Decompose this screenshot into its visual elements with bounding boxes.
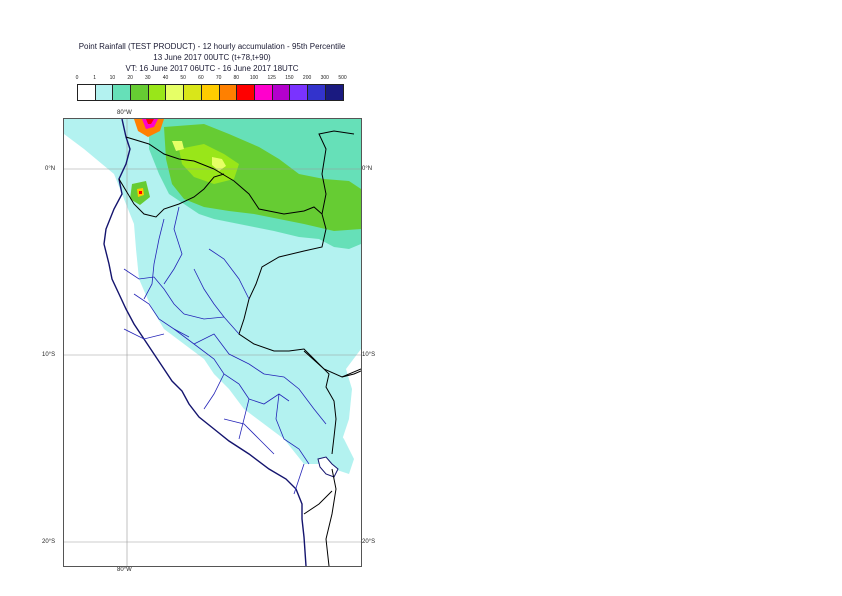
- region-boundary: [193, 268, 225, 318]
- legend-swatch: [325, 85, 344, 100]
- validity-time: VT: 16 June 2017 06UTC - 16 June 2017 18…: [125, 64, 299, 73]
- legend-swatch: [113, 85, 132, 100]
- lat-label-0-left: 0°N: [45, 166, 56, 172]
- legend-swatch: [254, 85, 273, 100]
- rain-1-10-band-south: [294, 384, 354, 474]
- lat-label-10-right: 10°S: [362, 352, 376, 358]
- rain-cell-north-center: [146, 119, 154, 124]
- lon-label-top: 80°W: [117, 110, 132, 116]
- border-colombia-ecuador: [125, 136, 215, 170]
- legend-swatch: [307, 85, 326, 100]
- coastline: [103, 119, 307, 566]
- lat-label-20-right: 20°S: [362, 539, 376, 545]
- region-boundary: [203, 373, 225, 410]
- region-boundary: [208, 248, 250, 300]
- region-boundary: [238, 398, 250, 440]
- legend-swatch: [272, 85, 291, 100]
- forecast-base-time: 13 June 2017 00UTC (t+78,t+90): [153, 53, 271, 62]
- region-boundary: [223, 418, 275, 455]
- color-legend: [77, 84, 345, 101]
- region-boundary: [143, 218, 165, 300]
- legend-threshold-label: 0: [75, 75, 79, 81]
- border-bolivia-east: [341, 370, 361, 378]
- legend-threshold-label: 100: [249, 75, 259, 81]
- region-boundary: [275, 393, 310, 465]
- legend-swatch: [148, 85, 167, 100]
- region-boundary: [263, 373, 327, 425]
- region-boundary: [183, 313, 240, 335]
- rain-40-50-patch: [172, 141, 184, 151]
- legend-threshold-label: 30: [145, 75, 151, 81]
- legend-swatch: [184, 85, 202, 100]
- border-peru-brazil: [213, 168, 337, 455]
- legend-threshold-label: 40: [162, 75, 169, 81]
- region-boundary: [193, 333, 265, 375]
- region-boundary: [173, 328, 240, 385]
- lon-label-bottom: 80°W: [117, 567, 132, 573]
- border-colombia-brazil: [318, 130, 355, 215]
- rainfall-map: [63, 118, 362, 567]
- map-title: Point Rainfall (TEST PRODUCT) - 12 hourl…: [78, 42, 346, 51]
- lat-label-10-left: 10°S: [42, 352, 56, 358]
- legend-swatch: [219, 85, 238, 100]
- legend-swatch: [78, 85, 96, 100]
- legend-threshold-label: 70: [215, 75, 222, 81]
- legend-threshold-label: 150: [285, 75, 294, 81]
- rain-cell-west-center: [139, 191, 142, 194]
- legend-threshold-label: 50: [180, 75, 186, 81]
- legend-swatch: [237, 85, 255, 100]
- rain-40-50-patch: [212, 157, 226, 171]
- legend-threshold-label: 125: [267, 75, 276, 81]
- lat-label-20-left: 20°S: [42, 539, 56, 545]
- legend-threshold-label: 60: [198, 75, 204, 81]
- legend-swatch: [290, 85, 308, 100]
- legend-swatch: [95, 85, 114, 100]
- legend-threshold-label: 10: [109, 75, 116, 81]
- region-boundary: [238, 383, 290, 405]
- legend-threshold-label: 300: [320, 75, 329, 81]
- border-bolivia-chile: [325, 468, 337, 566]
- lat-label-0-right: 0°N: [362, 166, 373, 172]
- legend-threshold-label: 20: [127, 75, 133, 81]
- legend-swatch: [201, 85, 220, 100]
- legend-threshold-label: 500: [338, 75, 347, 81]
- region-boundary: [123, 328, 165, 340]
- border-peru-chile: [303, 490, 333, 515]
- legend-threshold-label: 1: [93, 75, 97, 81]
- region-boundary: [293, 463, 305, 495]
- region-boundary: [163, 206, 183, 285]
- border-ecuador-peru: [118, 173, 225, 218]
- border-bolivia-brazil: [303, 350, 361, 378]
- region-boundary: [123, 268, 185, 315]
- legend-threshold-label: 80: [233, 75, 240, 81]
- region-boundary: [133, 293, 190, 338]
- legend-swatch: [131, 85, 149, 100]
- legend-swatch: [166, 85, 185, 100]
- legend-threshold-label: 200: [302, 75, 312, 81]
